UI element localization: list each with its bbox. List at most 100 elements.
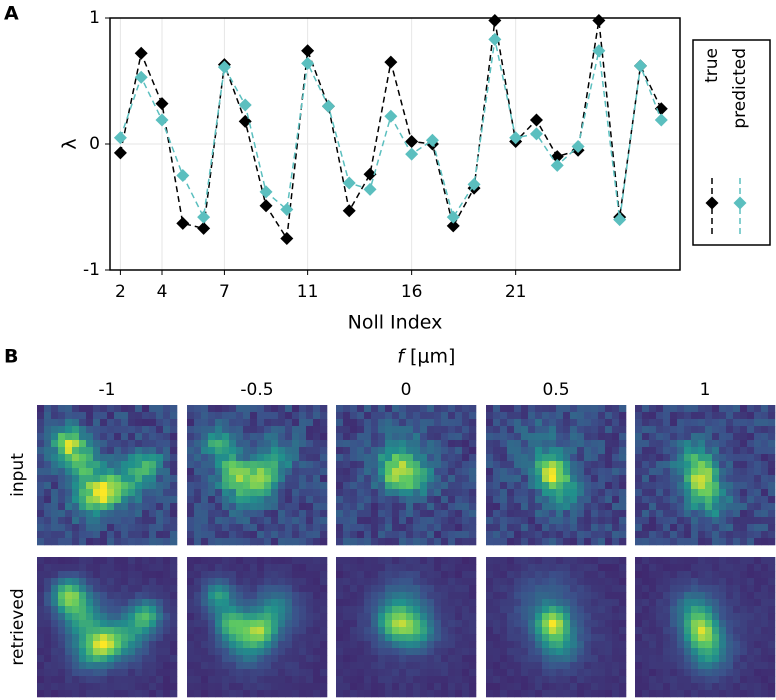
pixel	[420, 655, 428, 663]
pixel	[747, 592, 755, 600]
pixel	[142, 683, 150, 691]
pixel	[336, 433, 344, 441]
pixel	[677, 676, 685, 684]
pixel	[285, 641, 293, 649]
pixel	[65, 613, 73, 621]
pixel	[100, 496, 108, 504]
x-tick-label: 2	[115, 282, 126, 302]
pixel	[399, 433, 407, 441]
pixel	[542, 489, 550, 497]
pixel	[427, 468, 435, 476]
pixel	[642, 627, 650, 635]
pixel	[455, 454, 463, 462]
pixel	[37, 454, 45, 462]
pixel	[364, 405, 372, 413]
pixel	[271, 634, 279, 642]
pixel	[79, 690, 87, 698]
pixel	[406, 412, 414, 420]
pixel	[378, 538, 386, 546]
pixel	[427, 524, 435, 532]
pixel	[542, 517, 550, 525]
pixel	[521, 468, 529, 476]
pixel	[79, 683, 87, 691]
pixel	[313, 517, 321, 525]
pixel	[705, 634, 713, 642]
pixel	[584, 620, 592, 628]
pixel	[292, 557, 300, 565]
pixel	[663, 405, 671, 413]
pixel	[135, 571, 143, 579]
pixel	[598, 655, 606, 663]
pixel	[726, 475, 734, 483]
pixel	[313, 461, 321, 469]
pixel	[392, 627, 400, 635]
pixel	[350, 489, 358, 497]
pixel	[343, 571, 351, 579]
pixel	[705, 405, 713, 413]
pixel	[521, 585, 529, 593]
pixel	[236, 585, 244, 593]
pixel	[149, 454, 157, 462]
pixel	[500, 669, 508, 677]
pixel	[194, 447, 202, 455]
pixel	[37, 461, 45, 469]
pixel	[591, 531, 599, 539]
pixel	[399, 482, 407, 490]
pixel	[591, 557, 599, 565]
pixel	[591, 524, 599, 532]
pixel	[448, 690, 456, 698]
pixel	[455, 447, 463, 455]
pixel	[222, 405, 230, 413]
pixel	[142, 564, 150, 572]
pixel	[149, 496, 157, 504]
pixel	[684, 606, 692, 614]
pixel	[37, 426, 45, 434]
pixel	[455, 613, 463, 621]
pixel	[577, 627, 585, 635]
pixel	[257, 447, 265, 455]
pixel	[698, 468, 706, 476]
pixel	[51, 592, 59, 600]
pixel	[385, 524, 393, 532]
pixel	[170, 489, 178, 497]
pixel	[264, 599, 272, 607]
pixel	[156, 440, 164, 448]
pixel	[100, 475, 108, 483]
pixel	[350, 482, 358, 490]
pixel	[271, 412, 279, 420]
pixel	[556, 606, 564, 614]
pixel	[733, 461, 741, 469]
pixel	[194, 662, 202, 670]
pixel	[413, 585, 421, 593]
pixel	[535, 613, 543, 621]
pixel	[100, 676, 108, 684]
pixel	[635, 517, 643, 525]
pixel	[656, 538, 664, 546]
pixel	[243, 557, 251, 565]
pixel	[570, 676, 578, 684]
pixel	[107, 634, 115, 642]
pixel	[712, 447, 720, 455]
pixel	[691, 440, 699, 448]
column-label: 0.5	[542, 380, 569, 400]
pixel	[128, 447, 136, 455]
pixel	[149, 503, 157, 511]
pixel	[549, 517, 557, 525]
pixel	[229, 468, 237, 476]
pixel	[441, 662, 449, 670]
pixel	[215, 592, 223, 600]
pixel	[271, 538, 279, 546]
pixel	[250, 627, 258, 635]
pixel	[747, 585, 755, 593]
pixel	[357, 613, 365, 621]
pixel	[705, 669, 713, 677]
pixel	[257, 634, 265, 642]
pixel	[320, 557, 328, 565]
pixel	[761, 606, 769, 614]
pixel	[406, 578, 414, 586]
pixel	[420, 648, 428, 656]
pixel	[250, 454, 258, 462]
pixel	[705, 585, 713, 593]
pixel	[521, 510, 529, 518]
pixel	[208, 517, 216, 525]
